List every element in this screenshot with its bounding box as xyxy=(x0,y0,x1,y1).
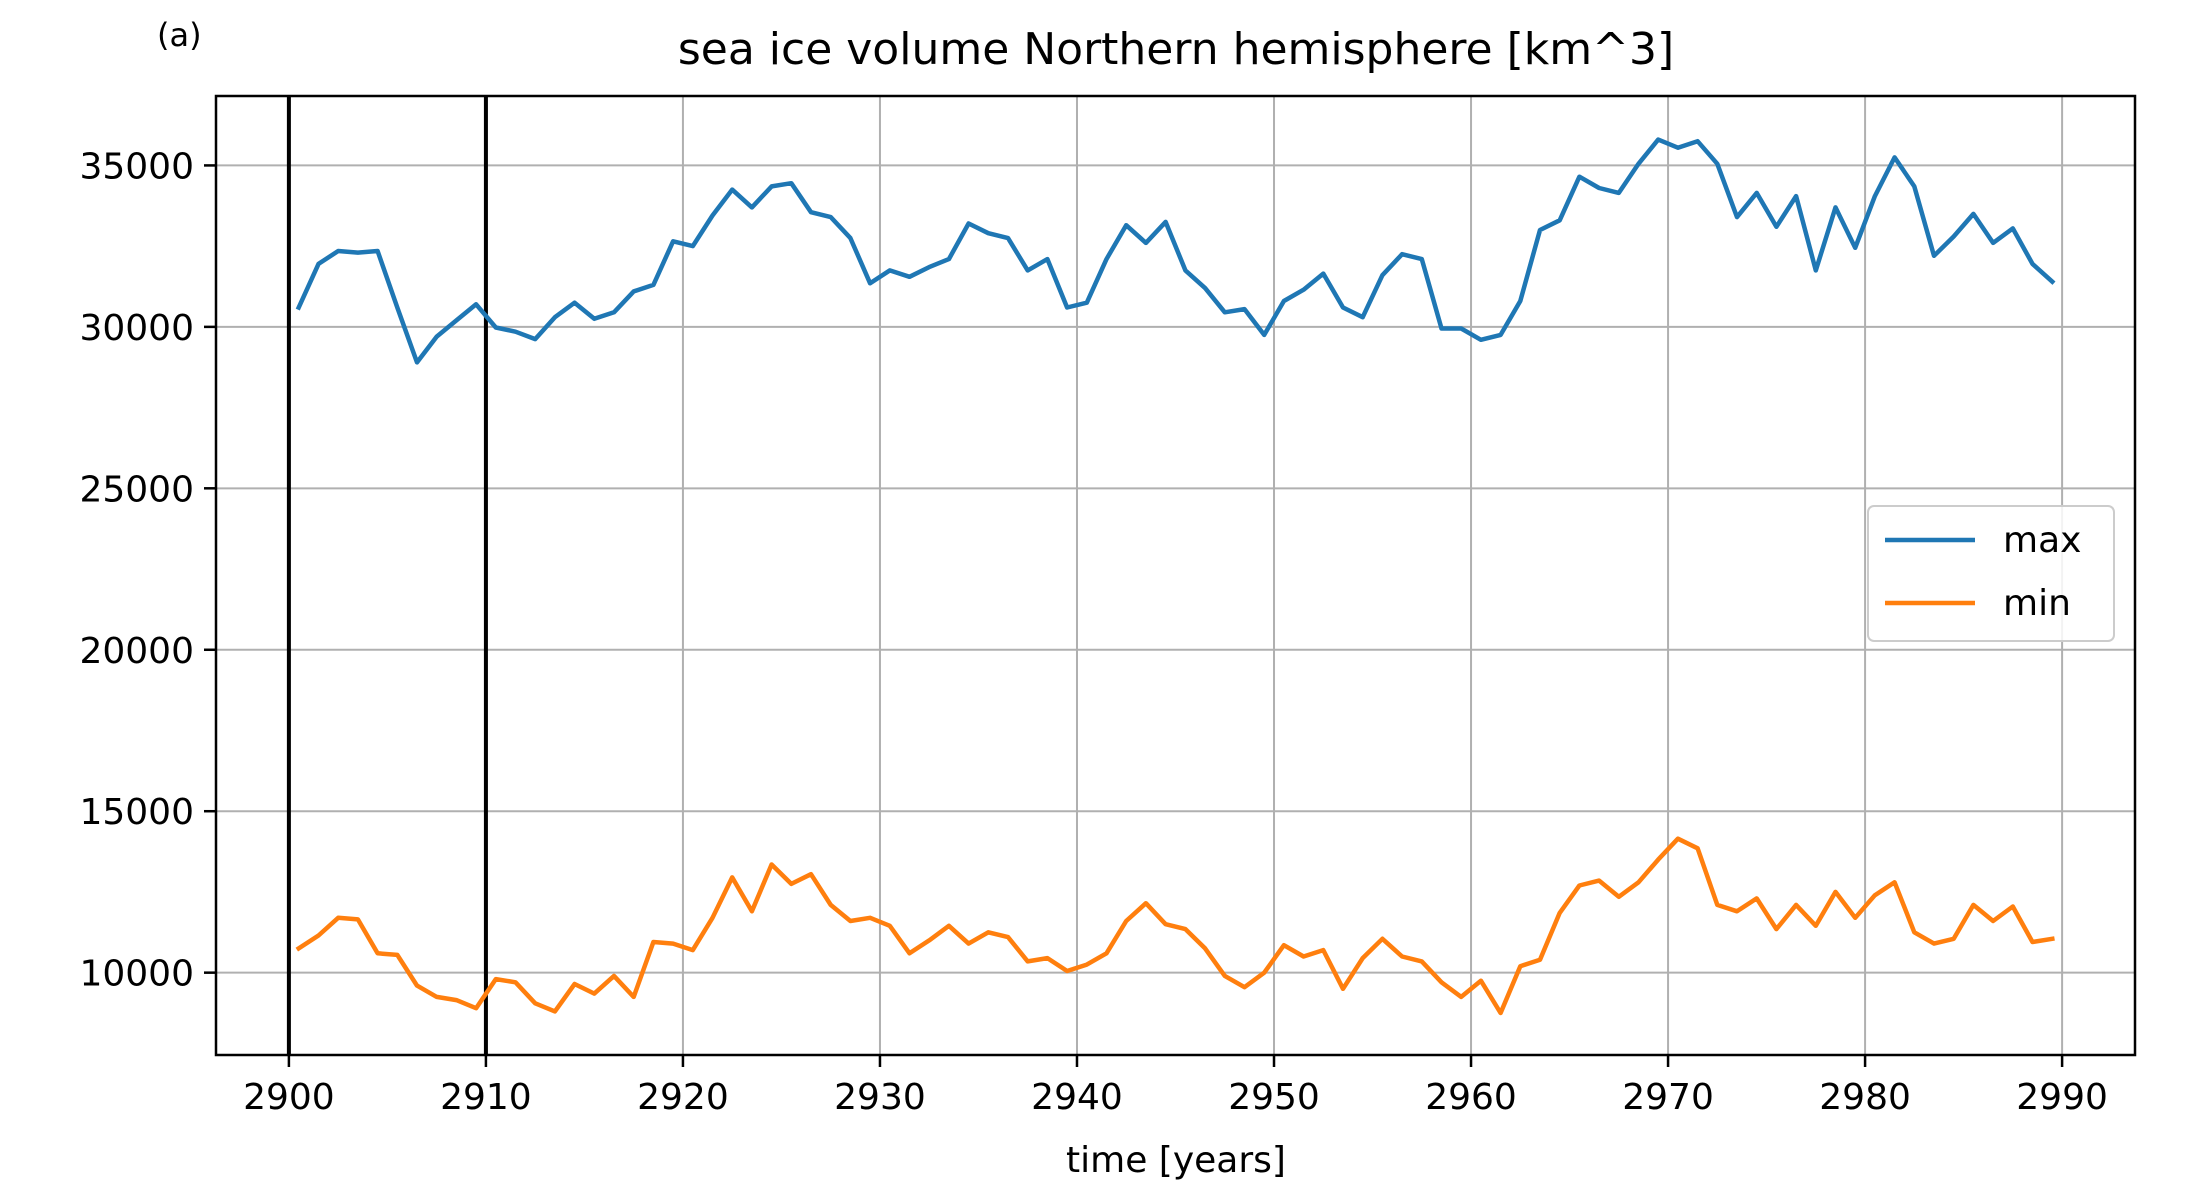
x-tick-label: 2950 xyxy=(1228,1077,1320,1118)
series-lines xyxy=(295,137,2056,1016)
legend-label-max: max xyxy=(2003,520,2081,561)
grid xyxy=(216,96,2135,1055)
x-tick-label: 2960 xyxy=(1425,1077,1517,1118)
y-tick-label: 10000 xyxy=(79,954,194,995)
x-tick-label: 2980 xyxy=(1819,1077,1911,1118)
legend: max min xyxy=(1867,505,2115,642)
x-tick-label: 2990 xyxy=(2016,1077,2108,1118)
x-tick-label: 2910 xyxy=(440,1077,532,1118)
legend-label-min: min xyxy=(2003,583,2071,624)
x-axis-ticks: 2900 2910 2920 2930 2940 2950 2960 2970 2980 2990 xyxy=(243,1055,2108,1118)
x-tick-label: 2930 xyxy=(834,1077,926,1118)
x-axis-label: time [years] xyxy=(1066,1140,1286,1181)
y-tick-label: 15000 xyxy=(79,792,194,833)
y-axis-ticks: 10000 15000 20000 25000 30000 35000 xyxy=(79,146,216,995)
y-tick-label: 30000 xyxy=(79,308,194,349)
x-tick-label: 2900 xyxy=(243,1077,335,1118)
y-tick-label: 20000 xyxy=(79,631,194,672)
vertical-markers xyxy=(286,96,488,1055)
chart-title: sea ice volume Northern hemisphere [km^3… xyxy=(678,24,1674,75)
x-tick-label: 2970 xyxy=(1622,1077,1714,1118)
plot-frame xyxy=(214,94,2137,1057)
panel-label: (a) xyxy=(157,16,202,54)
series-line-max xyxy=(295,137,2056,365)
x-tick-label: 2940 xyxy=(1031,1077,1123,1118)
y-tick-label: 25000 xyxy=(79,469,194,510)
x-tick-label: 2920 xyxy=(637,1077,729,1118)
y-tick-label: 35000 xyxy=(79,146,194,187)
series-line-min xyxy=(295,836,2055,1016)
